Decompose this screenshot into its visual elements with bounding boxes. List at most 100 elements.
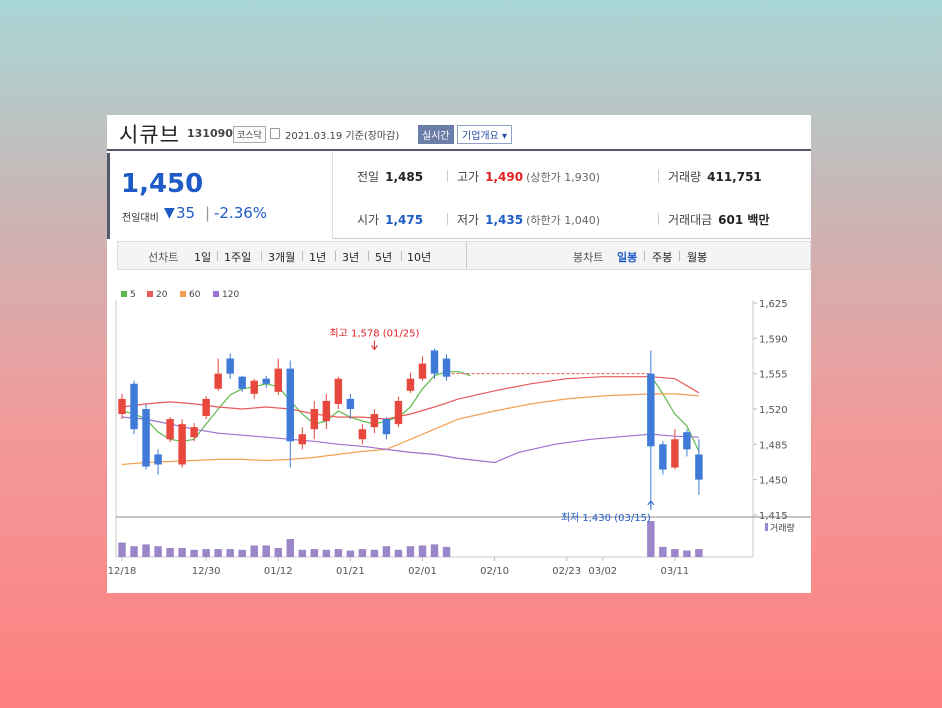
candle-down — [346, 398, 355, 409]
volume-bar — [334, 549, 343, 557]
volume-bar — [142, 544, 150, 557]
volume-bar — [430, 544, 439, 557]
candle-up — [202, 398, 210, 417]
candle-down — [647, 373, 655, 447]
company-overview-button[interactable]: 기업개요 ▾ — [457, 125, 512, 144]
y-tick-label: 1,485 — [759, 440, 788, 451]
y-tick-label: 1,415 — [759, 511, 788, 522]
low-value: 1,435 — [485, 213, 524, 227]
open-cell: 시가 1,475 — [357, 211, 423, 228]
current-price: 1,450 — [121, 169, 204, 199]
candle-up — [322, 400, 331, 422]
tab-5y[interactable]: 5년 — [375, 251, 393, 264]
volume-bar — [695, 549, 703, 557]
candle-up — [358, 429, 367, 440]
volume-bar — [659, 546, 667, 557]
candle-chart-label: 봉차트 — [573, 251, 604, 264]
volume-bar — [322, 549, 331, 557]
low-cell: 저가 1,435 (하한가 1,040) — [457, 211, 600, 228]
volume-bar — [346, 550, 355, 557]
candle-down — [683, 432, 691, 450]
tab-1d[interactable]: 1일 — [194, 251, 212, 264]
volume-label: 거래량 — [668, 170, 702, 184]
legend-swatch — [121, 291, 127, 297]
candle-down — [142, 408, 150, 467]
candle-up — [274, 368, 282, 392]
tab-10y[interactable]: 10년 — [407, 251, 432, 264]
high-annotation: 최고 1,578 (01/25) — [329, 327, 419, 339]
volume-legend-label: 거래량 — [770, 522, 795, 534]
divider — [217, 251, 218, 261]
candle-up — [394, 400, 403, 425]
volume-bar — [178, 548, 186, 557]
volume-bar — [298, 549, 307, 557]
candle-up — [310, 408, 319, 430]
diff-label: 전일대비 — [122, 213, 159, 224]
volume-bar — [262, 545, 270, 557]
candle-up — [370, 414, 379, 428]
candle-down — [430, 350, 439, 374]
diff-separator: | — [205, 204, 211, 222]
legend-label: 5 — [130, 290, 136, 300]
date-text: 2021.03.19 기준(장마감) — [285, 131, 400, 142]
high-value: 1,490 — [485, 170, 524, 184]
candle-down — [659, 444, 667, 470]
diff-value: 35 — [176, 204, 196, 222]
volume-bar — [226, 549, 234, 557]
divider — [658, 213, 659, 225]
ma60-line — [121, 393, 699, 466]
volume-bar — [130, 546, 138, 557]
legend-swatch — [147, 291, 153, 297]
amount-cell: 거래대금 601 백만 — [668, 211, 769, 228]
volume-bar — [190, 549, 198, 557]
legend-label: 60 — [189, 290, 201, 300]
tab-3m[interactable]: 3개월 — [268, 251, 296, 264]
candle-up — [334, 378, 343, 404]
prev-close-cell: 전일 1,485 — [357, 168, 423, 185]
tab-1w[interactable]: 1주일 — [224, 251, 252, 264]
y-tick-label: 1,520 — [759, 405, 788, 416]
tab-group-divider — [466, 242, 467, 269]
tab-1y[interactable]: 1년 — [309, 251, 327, 264]
price-info-grid: 전일 1,485 고가 1,490 (상한가 1,930) 거래량 411,751 시가… — [333, 153, 811, 239]
candle-up — [166, 419, 174, 440]
amount-value: 601 백만 — [718, 213, 770, 227]
high-arrow-head — [371, 345, 378, 351]
prev-close-label: 전일 — [357, 170, 380, 184]
volume-bar — [442, 546, 451, 557]
realtime-button[interactable]: 실시간 — [418, 125, 454, 144]
volume-bar — [418, 545, 427, 557]
y-tick-label: 1,625 — [759, 299, 788, 310]
candle-up — [418, 363, 427, 379]
volume-bar — [406, 546, 415, 557]
volume-bar — [274, 548, 282, 557]
candle-up — [671, 439, 679, 468]
candle-down — [154, 454, 162, 465]
stock-header: 시큐브 131090 코스닥 2021.03.19 기준(장마감) 실시간 기업… — [107, 115, 811, 151]
prev-close-value: 1,485 — [385, 170, 424, 184]
ma5-line — [121, 371, 471, 442]
tab-3y[interactable]: 3년 — [342, 251, 360, 264]
volume-bar — [166, 548, 174, 557]
open-value: 1,475 — [385, 213, 424, 227]
low-label: 저가 — [457, 213, 480, 227]
candle-down — [238, 376, 246, 389]
candle-up — [118, 398, 126, 415]
divider — [335, 251, 336, 261]
candle-down — [262, 378, 270, 384]
line-chart-label: 선차트 — [148, 251, 179, 264]
lower-limit: (하한가 1,040) — [526, 214, 600, 227]
x-tick-label: 12/18 — [108, 566, 137, 577]
candle-up — [406, 378, 415, 391]
candle-up — [178, 424, 186, 465]
volume-bar — [394, 549, 403, 557]
legend-label: 120 — [222, 290, 239, 300]
tab-monthly[interactable]: 월봉 — [687, 251, 708, 264]
candle-up — [214, 373, 222, 389]
low-arrow-head — [647, 499, 655, 506]
divider — [401, 251, 402, 261]
volume-bar — [647, 521, 655, 557]
tab-daily[interactable]: 일봉 — [617, 251, 638, 264]
candle-up — [250, 380, 258, 394]
tab-weekly[interactable]: 주봉 — [652, 251, 673, 264]
